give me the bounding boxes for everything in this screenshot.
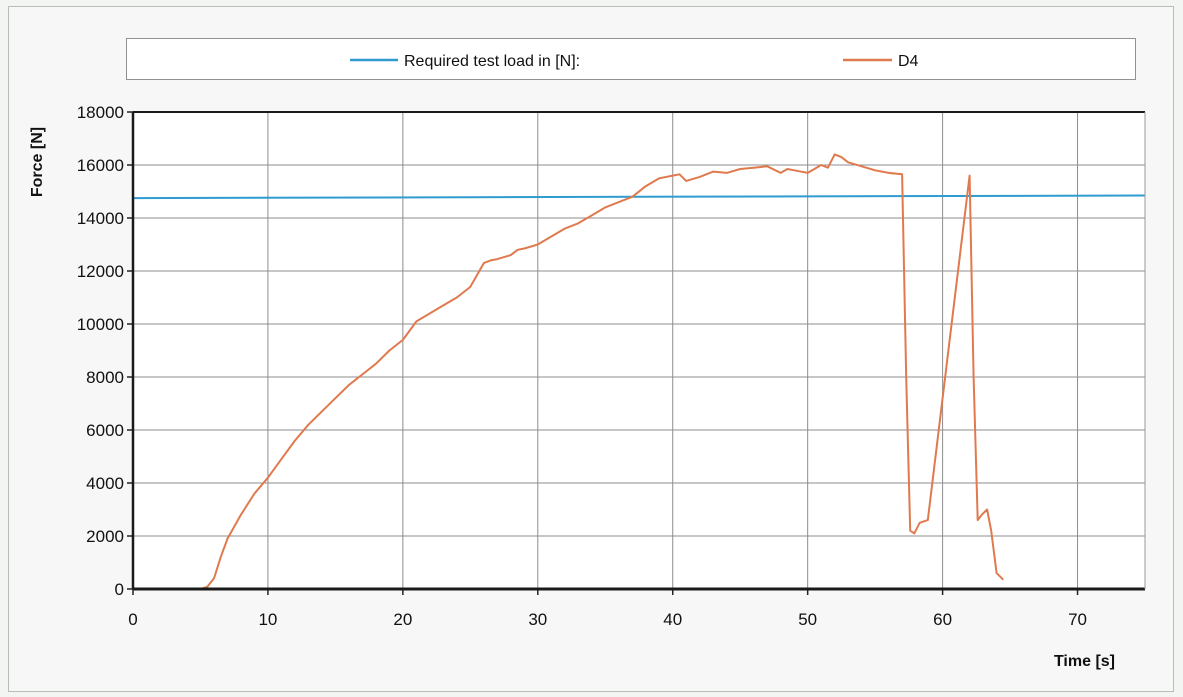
y-tick-label: 4000 — [86, 474, 124, 493]
series-line-1 — [132, 194, 1146, 200]
x-tick-label: 50 — [798, 610, 817, 629]
plot-area — [133, 112, 1145, 589]
x-axis-title: Time [s] — [1054, 653, 1115, 670]
legend-label-2: D4 — [898, 53, 919, 70]
tick-labels: 0 2000 4000 6000 8000 10000 12000 14000 16000 180… — [77, 103, 1087, 629]
y-tick-label: 10000 — [77, 315, 124, 334]
y-axis-title: Force [N] — [29, 127, 46, 197]
x-tick-label: 60 — [933, 610, 952, 629]
y-tick-label: 12000 — [77, 262, 124, 281]
x-tick-label: 0 — [128, 610, 137, 629]
grid — [133, 111, 1145, 589]
axes — [127, 111, 1146, 595]
series-layer — [132, 153, 1146, 590]
legend-items: Required test load in [N]: D4 — [350, 53, 919, 70]
y-tick-label: 8000 — [86, 368, 124, 387]
x-tick-label: 70 — [1068, 610, 1087, 629]
y-tick-label: 16000 — [77, 156, 124, 175]
legend-box — [126, 38, 1136, 80]
y-tick-label: 2000 — [86, 527, 124, 546]
x-tick-label: 20 — [393, 610, 412, 629]
legend-label-1: Required test load in [N]: — [404, 53, 580, 70]
y-tick-label: 0 — [115, 580, 124, 599]
y-tick-label: 6000 — [86, 421, 124, 440]
y-tick-label: 14000 — [77, 209, 124, 228]
series-line-2 — [133, 153, 1005, 590]
x-tick-label: 40 — [663, 610, 682, 629]
y-tick-label: 18000 — [77, 103, 124, 122]
x-tick-label: 10 — [258, 610, 277, 629]
x-tick-label: 30 — [528, 610, 547, 629]
